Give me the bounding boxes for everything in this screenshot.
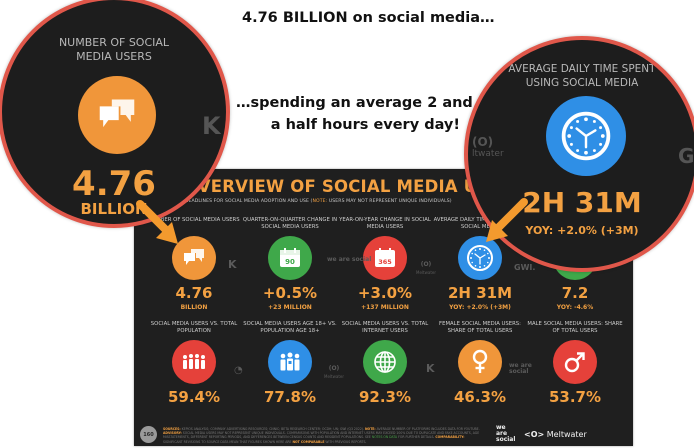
users-unit: BILLION (80, 200, 148, 218)
stat-qoq-change: QUARTER-ON-QUARTER CHANGE IN SOCIAL MEDI… (242, 217, 338, 311)
calendar-365-icon: 365 (363, 236, 407, 280)
meltwater-watermark-2: (O) Meltwater (324, 365, 344, 379)
meltwater-watermark: (O) ltwater (472, 135, 504, 159)
caption-line1: …spending an average 2 and (236, 95, 473, 111)
daily-time-value: 2H 31M (522, 186, 642, 219)
globe-icon (363, 340, 407, 384)
stat-social-media-users: NUMBER OF SOCIAL MEDIA USERS 4.76 BILLIO… (148, 217, 240, 311)
kepios-watermark: K (228, 258, 237, 271)
stat-vs-internet-users: SOCIAL MEDIA USERS vs. TOTAL INTERNET US… (341, 321, 429, 406)
svg-text:90: 90 (285, 258, 295, 266)
clock-icon (546, 96, 626, 176)
female-icon (458, 340, 502, 384)
speech-bubbles-icon (78, 76, 156, 154)
arrow-to-clock-icon (486, 198, 528, 242)
panel-footer: 160 SOURCES: KEPIOS ANALYSIS; COMPANY AD… (134, 424, 633, 446)
we-are-social-watermark-2: we are social (509, 362, 532, 375)
zoom-callout-users: NUMBER OF SOCIAL MEDIA USERS 4.76 BILLIO… (0, 0, 230, 228)
arrow-to-users-icon (136, 200, 178, 244)
daily-time-sub: YOY: +2.0% (+3M) (525, 224, 639, 237)
kepios-watermark: K (202, 112, 221, 140)
stat-vs-total-population: SOCIAL MEDIA USERS vs. TOTAL POPULATION … (150, 321, 238, 406)
sources-text: SOURCES: KEPIOS ANALYSIS; COMPANY ADVERT… (163, 427, 480, 444)
panel-subtitle: HEADLINES FOR SOCIAL MEDIA ADOPTION AND … (185, 199, 452, 204)
calendar-90-icon: 90 (268, 236, 312, 280)
gwi-watermark: GW (678, 144, 694, 168)
we-are-social-watermark: we are social (327, 256, 372, 263)
speech-bubbles-icon (172, 236, 216, 280)
users-value: 4.76 (72, 164, 156, 204)
notes-on-data-link[interactable]: NOTES ON DATA (371, 435, 398, 440)
kepios-watermark-2: K (426, 362, 435, 375)
stat-yoy-change: YEAR-ON-YEAR CHANGE IN SOCIAL MEDIA USER… (339, 217, 431, 311)
population-icon (172, 340, 216, 384)
male-icon (553, 340, 597, 384)
meltwater-logo: <O> Meltwater (524, 430, 587, 439)
clock-icon (458, 236, 502, 280)
meltwater-logo-icon: <O> (524, 430, 545, 439)
svg-text:365: 365 (378, 258, 392, 266)
caption-line2: a half hours every day! (270, 117, 460, 133)
page-number-badge: 160 (140, 426, 157, 443)
stat-male-share: MALE SOCIAL MEDIA USERS: SHARE OF TOTAL … (527, 321, 623, 406)
meltwater-watermark: (O) Meltwater (416, 261, 436, 275)
gwi-watermark: GWI. (514, 263, 536, 272)
signal-watermark-icon: ◔ (234, 365, 243, 376)
stat-adults-vs-population: SOCIAL MEDIA USERS AGE 18+ vs. POPULATIO… (243, 321, 337, 406)
we-are-social-logo: we are social (496, 424, 516, 443)
stat-daily-time: AVERAGE DAILY TIME SPENT USING SOCIAL ME… (433, 217, 527, 311)
caption-headline: 4.76 BILLION on social media… (242, 10, 495, 26)
adults-icon (268, 340, 312, 384)
panel-title: OVERVIEW OF SOCIAL MEDIA USE (184, 177, 501, 196)
stat-female-share: FEMALE SOCIAL MEDIA USERS: SHARE OF TOTA… (439, 321, 521, 406)
